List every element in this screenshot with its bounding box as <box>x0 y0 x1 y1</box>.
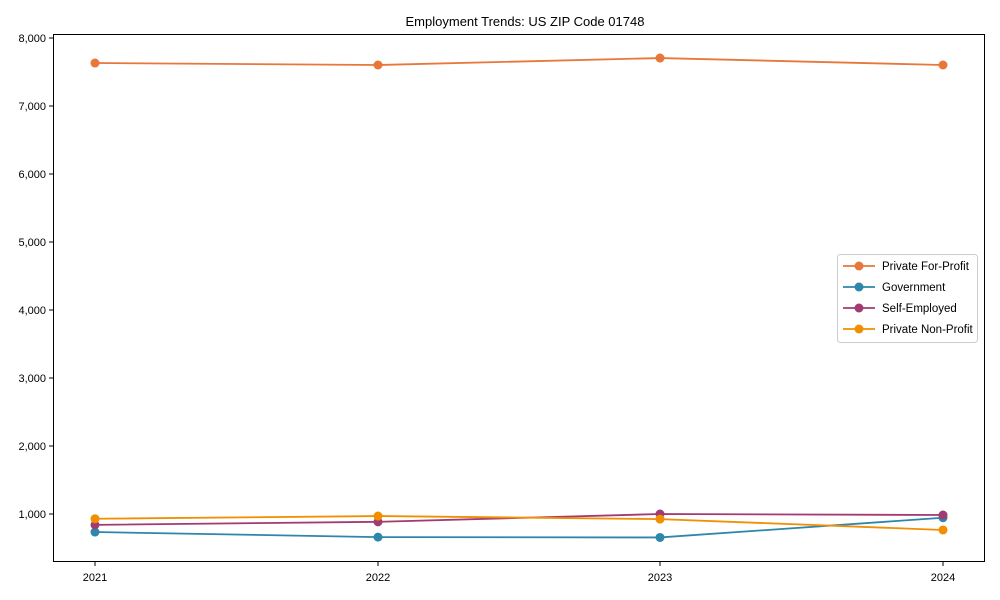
legend-marker-icon <box>854 324 864 334</box>
y-tick-label: 1,000 <box>18 509 46 521</box>
y-tick-label: 5,000 <box>18 237 46 249</box>
chart-title: Employment Trends: US ZIP Code 01748 <box>406 14 645 29</box>
data-point <box>373 532 383 542</box>
plot-area <box>90 53 948 542</box>
legend-item: Private For-Profit <box>843 261 970 273</box>
series-private-non-profit <box>90 511 948 535</box>
data-point <box>373 60 383 70</box>
y-tick-label: 8,000 <box>18 33 46 45</box>
legend-item: Private Non-Profit <box>843 324 974 336</box>
series-private-for-profit <box>90 53 948 70</box>
legend-label: Private For-Profit <box>882 261 970 273</box>
y-tick-label: 3,000 <box>18 373 46 385</box>
data-point <box>938 510 948 520</box>
legend-label: Self-Employed <box>882 303 957 315</box>
y-tick-label: 4,000 <box>18 305 46 317</box>
legend-label: Government <box>882 282 946 294</box>
x-axis: 2021 2022 2023 2024 <box>83 561 955 584</box>
data-point <box>90 514 100 524</box>
legend-item: Self-Employed <box>843 303 957 315</box>
legend-item: Government <box>843 282 946 294</box>
data-point <box>655 532 665 542</box>
axes-frame <box>53 34 985 562</box>
series-line <box>94 57 944 66</box>
legend-marker-icon <box>854 303 864 313</box>
data-point <box>655 514 665 524</box>
series-line <box>94 513 944 526</box>
y-axis: 1,000 2,000 3,000 4,000 5,000 6,000 7,000 8,000 <box>18 33 54 521</box>
data-point <box>90 58 100 68</box>
legend-marker-icon <box>854 261 864 271</box>
series-line <box>94 515 944 531</box>
y-tick-label: 7,000 <box>18 101 46 113</box>
y-tick-label: 6,000 <box>18 169 46 181</box>
x-tick-label: 2021 <box>83 572 107 584</box>
data-point <box>373 511 383 521</box>
data-point <box>938 60 948 70</box>
data-point <box>938 525 948 535</box>
legend-marker-icon <box>854 282 864 292</box>
x-tick-label: 2023 <box>648 572 672 584</box>
x-tick-label: 2022 <box>366 572 390 584</box>
legend: Private For-Profit Government Self-Employe… <box>837 254 978 343</box>
data-point <box>90 527 100 537</box>
legend-box <box>837 254 978 343</box>
series-line <box>94 516 944 539</box>
data-point <box>655 53 665 63</box>
legend-label: Private Non-Profit <box>882 324 974 336</box>
x-tick-label: 2024 <box>931 572 955 584</box>
y-tick-label: 2,000 <box>18 441 46 453</box>
